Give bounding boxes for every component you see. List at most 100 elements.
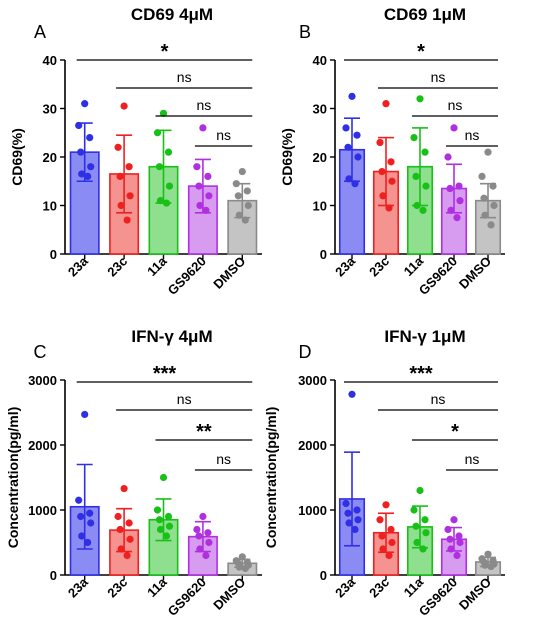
data-point: [382, 100, 390, 108]
data-point: [202, 206, 210, 214]
data-point: [238, 553, 246, 561]
y-tick-label: 20: [43, 150, 57, 165]
category-label: 23a: [65, 253, 91, 279]
data-point: [344, 143, 352, 151]
y-tick-label: 3000: [298, 373, 327, 388]
significance-label: ns: [216, 451, 231, 467]
category-label: 11a: [401, 574, 427, 600]
y-tick-label: 40: [313, 53, 327, 68]
data-point: [196, 201, 204, 210]
data-point: [412, 172, 420, 180]
data-point: [204, 529, 212, 537]
significance-label: *: [417, 41, 425, 63]
data-point: [351, 180, 359, 188]
data-point: [450, 124, 458, 132]
data-point: [77, 148, 85, 156]
data-point: [156, 197, 165, 205]
data-point: [387, 525, 395, 534]
category-label: DMSO: [456, 575, 494, 613]
data-point: [164, 512, 173, 521]
data-point: [202, 551, 210, 560]
y-tick-label: 2000: [28, 438, 57, 453]
data-point: [241, 216, 249, 224]
category-label: GS9620: [165, 254, 209, 298]
category-label: DMSO: [210, 254, 248, 292]
significance-label: ns: [216, 127, 231, 143]
significance-label: ns: [448, 97, 463, 113]
data-point: [453, 214, 461, 222]
data-point: [447, 545, 455, 553]
data-point: [195, 182, 203, 190]
data-point: [126, 535, 134, 543]
data-point: [162, 199, 171, 207]
y-axis-label: CD69(%): [279, 128, 295, 186]
data-point: [205, 538, 213, 547]
data-point: [234, 192, 242, 200]
significance-label: ns: [197, 97, 212, 113]
data-point: [478, 172, 486, 180]
data-point: [116, 525, 124, 534]
panel-letter: C: [34, 342, 47, 362]
data-point: [155, 163, 164, 171]
data-point: [199, 512, 207, 521]
data-point: [196, 545, 204, 553]
data-point: [388, 177, 396, 185]
data-point: [385, 204, 393, 212]
data-point: [75, 496, 83, 504]
data-point: [75, 121, 83, 130]
y-axis-label: Concentration(pg/ml): [5, 407, 21, 549]
data-point: [155, 516, 164, 524]
data-point: [413, 538, 421, 547]
y-tick-label: 0: [50, 247, 57, 262]
data-point: [410, 134, 418, 142]
data-point: [416, 486, 424, 495]
category-label: 11a: [401, 253, 427, 279]
data-point: [345, 175, 353, 183]
data-point: [487, 221, 495, 229]
data-point: [114, 143, 122, 151]
panel-a: A CD69 4μM CD69(%) 0 10 20 30 40 23a 23c 11aGS9620…: [9, 5, 262, 298]
data-point: [456, 538, 464, 547]
data-point: [446, 535, 454, 543]
data-point: [487, 562, 495, 571]
data-point: [456, 197, 464, 205]
data-point: [81, 100, 89, 108]
data-point: [125, 163, 133, 171]
significance-label: ns: [177, 69, 192, 85]
y-axis-label: Concentration(pg/ml): [263, 407, 279, 549]
data-point: [120, 102, 128, 110]
category-label: 23c: [104, 575, 130, 601]
data-point: [353, 131, 361, 139]
panel-d: D IFN-γ 1μM Concentration(pg/ml) 0 1000 2000 3…: [263, 327, 505, 619]
data-point: [84, 538, 92, 547]
data-point: [244, 201, 252, 210]
category-label: 23a: [332, 574, 358, 600]
chart-title: IFN-γ 4μM: [131, 327, 212, 346]
data-point: [422, 529, 430, 537]
y-tick-label: 30: [313, 102, 327, 117]
data-point: [159, 473, 168, 482]
data-point: [484, 148, 492, 156]
data-point: [388, 538, 396, 547]
data-point: [484, 550, 492, 558]
data-point: [87, 519, 95, 527]
data-point: [86, 509, 94, 517]
y-tick-label: 3000: [28, 373, 57, 388]
category-label: 23c: [366, 254, 392, 280]
y-tick-label: 0: [320, 568, 327, 583]
data-point: [125, 519, 133, 527]
data-point: [376, 138, 384, 147]
data-point: [153, 129, 162, 137]
data-point: [444, 153, 452, 161]
data-point: [413, 201, 421, 210]
data-point: [387, 158, 395, 166]
y-tick-label: 0: [320, 247, 327, 262]
data-point: [235, 211, 243, 219]
data-point: [379, 192, 387, 200]
category-label: 11a: [144, 574, 170, 600]
data-point: [351, 525, 359, 534]
data-point: [419, 545, 427, 553]
panel-c: C IFN-γ 4μM Concentration(pg/ml) 0 1000 2000 3…: [5, 327, 262, 619]
data-point: [199, 124, 207, 132]
